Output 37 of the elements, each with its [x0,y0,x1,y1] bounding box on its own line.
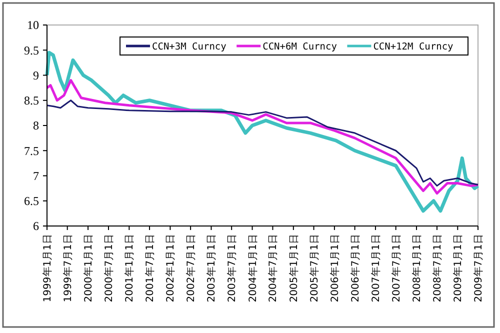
x-tick-label: 2007年7月1日 [390,234,402,302]
x-tick-label: 2001年1月1日 [124,234,136,302]
x-tick-label: 2008年7月1日 [431,234,444,302]
legend-label: CCN+3M Curncy [152,41,227,52]
legend-label: CCN+6M Curncy [262,41,338,52]
line-series [45,50,480,213]
x-tick-label: 2009年7月1日 [472,234,484,302]
x-tick-label: 2002年1月1日 [164,234,177,302]
line-series [46,100,479,187]
x-tick-label: 2006年7月1日 [349,234,362,302]
x-tick-label: 2003年1月1日 [206,234,218,302]
y-tick-label: 9 [33,68,39,82]
y-tick-label: 6.5 [24,194,39,208]
x-tick-label: 2004年7月1日 [267,234,280,302]
x-tick-label: 2000年1月1日 [82,234,95,302]
y-tick-label: 7 [33,168,39,183]
y-tick-label: 7.5 [24,144,39,158]
x-tick-label: 2001年7月1日 [144,234,156,302]
x-tick-label: 2000年7月1日 [102,234,115,302]
y-tick-label: 8 [33,118,39,133]
x-tick-label: 2005年7月1日 [308,234,320,302]
x-tick-label: 2006年1月1日 [328,234,341,302]
x-tick-label: 2002年7月1日 [185,234,198,302]
line-series [46,79,480,195]
y-tick-label: 6 [33,219,39,234]
x-tick-label: 1999年1月1日 [42,234,54,302]
x-tick-label: 2008年1月1日 [411,234,424,302]
x-tick-label: 2007年1月1日 [370,234,382,302]
y-tick-label: 8.5 [24,94,39,108]
y-tick-label: 9.5 [24,43,39,58]
x-tick-label: 2003年7月1日 [226,234,238,302]
y-tick-label: 10 [27,18,39,32]
x-tick-label: 2009年1月1日 [452,234,464,302]
x-tick-label: 1999年7月1日 [62,234,74,302]
x-tick-label: 2005年1月1日 [288,234,300,302]
legend-label: CCN+12M Curncy [373,41,454,52]
x-tick-label: 2004年1月1日 [246,234,259,302]
